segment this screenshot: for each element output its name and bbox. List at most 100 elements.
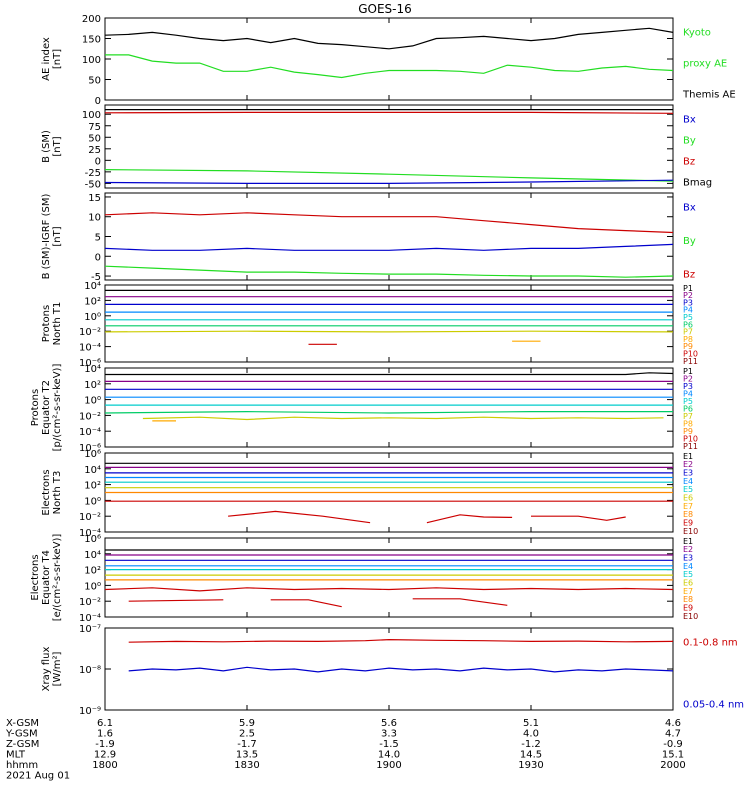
y-tick-label: 5 — [95, 233, 101, 244]
legend-entry: P11 — [683, 442, 698, 451]
legend-entry: E6 — [683, 578, 693, 587]
x-row-value: 4.0 — [523, 729, 539, 740]
panel-ae: 0 50 100 150 200 AE index [nT] Kyoto proxy AE The… — [41, 14, 736, 107]
legend-entry: Bx — [683, 115, 696, 126]
y-tick-label: 10² — [84, 481, 101, 492]
x-row-label: Y-GSM — [5, 729, 38, 740]
y-tick-label: 100 — [82, 55, 101, 66]
series-line-e9c — [531, 515, 626, 521]
y-axis-label: Electrons — [30, 554, 41, 600]
legend-entry: E1 — [683, 452, 693, 461]
legend-entry: Themis AE — [682, 90, 736, 101]
legend-entry: proxy AE — [683, 59, 727, 70]
panel-xray: 10⁻⁹ 10⁻⁸ 10⁻⁷ Xray flux [W/m²] 0.1-0.8 nm 0.0… — [41, 624, 744, 717]
legend-entry: P2 — [683, 291, 693, 300]
y-tick-label: 10⁰ — [84, 396, 101, 407]
y-tick-label: 100 — [82, 110, 101, 121]
x-row-value: 14.0 — [378, 750, 400, 761]
series-line-bx — [104, 243, 674, 251]
y-tick-label: 0 — [95, 156, 101, 167]
y-tick-label: 10⁻⁶ — [79, 443, 101, 454]
legend-entry: P5 — [683, 313, 693, 322]
y-tick-label: 10⁻² — [79, 512, 101, 523]
legend-entry: E2 — [683, 545, 693, 554]
y-tick-label: 10⁻² — [79, 411, 101, 422]
y-tick-label: 10⁰ — [84, 312, 101, 323]
y-tick-label: 10⁻⁶ — [79, 358, 101, 369]
x-row-label: Z-GSM — [6, 739, 39, 750]
y-tick-label: 10² — [84, 380, 101, 391]
legend-entry: Kyoto — [683, 28, 711, 39]
legend-entry: P7 — [683, 412, 693, 421]
date-label: 2021 Aug 01 — [6, 771, 70, 782]
legend-entry: P8 — [683, 335, 693, 344]
legend-entry: P9 — [683, 342, 693, 351]
y-tick-label: 0 — [95, 96, 101, 107]
series-line-0-05-0-4-nm — [128, 666, 674, 673]
x-row-value: 6.1 — [97, 718, 113, 729]
y-axis-label: [nT] — [52, 226, 63, 246]
y-tick-label: 10⁶ — [84, 449, 101, 460]
y-tick-label: 10⁻⁴ — [79, 343, 101, 354]
x-row-value: 1.6 — [97, 729, 113, 740]
panel-bigrf: -5 0 5 10 15 B (SM)-IGRF (SM) [nT] Bx By Bz — [41, 192, 696, 283]
series-line-e9b — [270, 599, 342, 608]
y-tick-label: 10⁻⁴ — [79, 427, 101, 438]
x-row-value: 4.6 — [665, 718, 681, 729]
legend-entry: P2 — [683, 374, 693, 383]
y-tick-label: 50 — [88, 133, 101, 144]
legend-entry: Bx — [683, 203, 696, 214]
y-tick-label: 10⁶ — [84, 534, 101, 545]
y-tick-label: 10⁰ — [84, 581, 101, 592]
legend-entry: P7 — [683, 328, 693, 337]
legend-entry: E6 — [683, 493, 693, 502]
y-tick-label: -25 — [85, 168, 101, 179]
y-tick-label: 10² — [84, 296, 101, 307]
series-line-0-1-0-8-nm — [128, 638, 674, 643]
y-axis-label: AE index — [41, 37, 52, 81]
x-row-value: -1.7 — [237, 739, 257, 750]
y-axis-label: Protons — [30, 389, 41, 426]
y-axis-label: North T3 — [52, 471, 63, 515]
y-tick-label: 10 — [88, 213, 101, 224]
legend-entry: Bz — [683, 270, 695, 281]
x-row-value: -1.9 — [95, 739, 115, 750]
legend-entry: E9 — [683, 603, 693, 612]
legend-entry: P1 — [683, 284, 693, 293]
legend-entry: P3 — [683, 298, 693, 307]
series-line-e9b — [426, 514, 513, 524]
y-axis-label: [e/(cm²-s-sr-keV)] — [52, 534, 63, 622]
series-line-bz — [104, 212, 674, 234]
y-tick-label: 150 — [82, 35, 101, 46]
y-axis-label: North T1 — [52, 302, 63, 346]
x-row-value: 12.9 — [94, 750, 116, 761]
x-row-label: hhmm — [6, 760, 38, 771]
y-axis-label: [p/(cm²-s-sr-keV)] — [52, 364, 63, 452]
panel-pe: 10⁻⁶ 10⁻⁴ 10⁻² 10⁰ 10² 10⁴ Protons Equator T2 [p… — [30, 364, 698, 454]
legend-entry: E7 — [683, 587, 693, 596]
series-line-e9 — [228, 510, 371, 524]
legend-entry: E1 — [683, 537, 693, 546]
x-row-value: 4.7 — [665, 729, 681, 740]
y-tick-label: 25 — [88, 145, 101, 156]
legend-entry: P4 — [683, 389, 693, 398]
y-tick-label: 10⁴ — [84, 281, 101, 292]
series-line-p7 — [142, 416, 664, 421]
series-line-kyoto-proxy-ae — [105, 54, 674, 79]
x-row-value: 1800 — [92, 760, 117, 771]
panel-frame — [104, 104, 674, 189]
series-line-by — [104, 169, 674, 182]
x-row-value: 2.5 — [239, 729, 255, 740]
series-line-themis-ae — [104, 27, 674, 50]
x-axis-table: X-GSM 6.1 5.9 5.6 5.1 4.6 Y-GSM 1.6 2.5 3.3 4.0 4.7… — [5, 718, 686, 782]
y-axis-label: B (SM)-IGRF (SM) — [41, 194, 52, 280]
legend-entry: E8 — [683, 595, 693, 604]
y-tick-label: 10⁻⁹ — [79, 706, 101, 717]
panel-frame — [104, 192, 674, 281]
x-row-value: 1900 — [376, 760, 401, 771]
y-tick-label: 15 — [88, 193, 101, 204]
legend-entry: P10 — [683, 434, 698, 443]
legend-entry: E3 — [683, 553, 693, 562]
x-row-value: 5.9 — [239, 718, 255, 729]
